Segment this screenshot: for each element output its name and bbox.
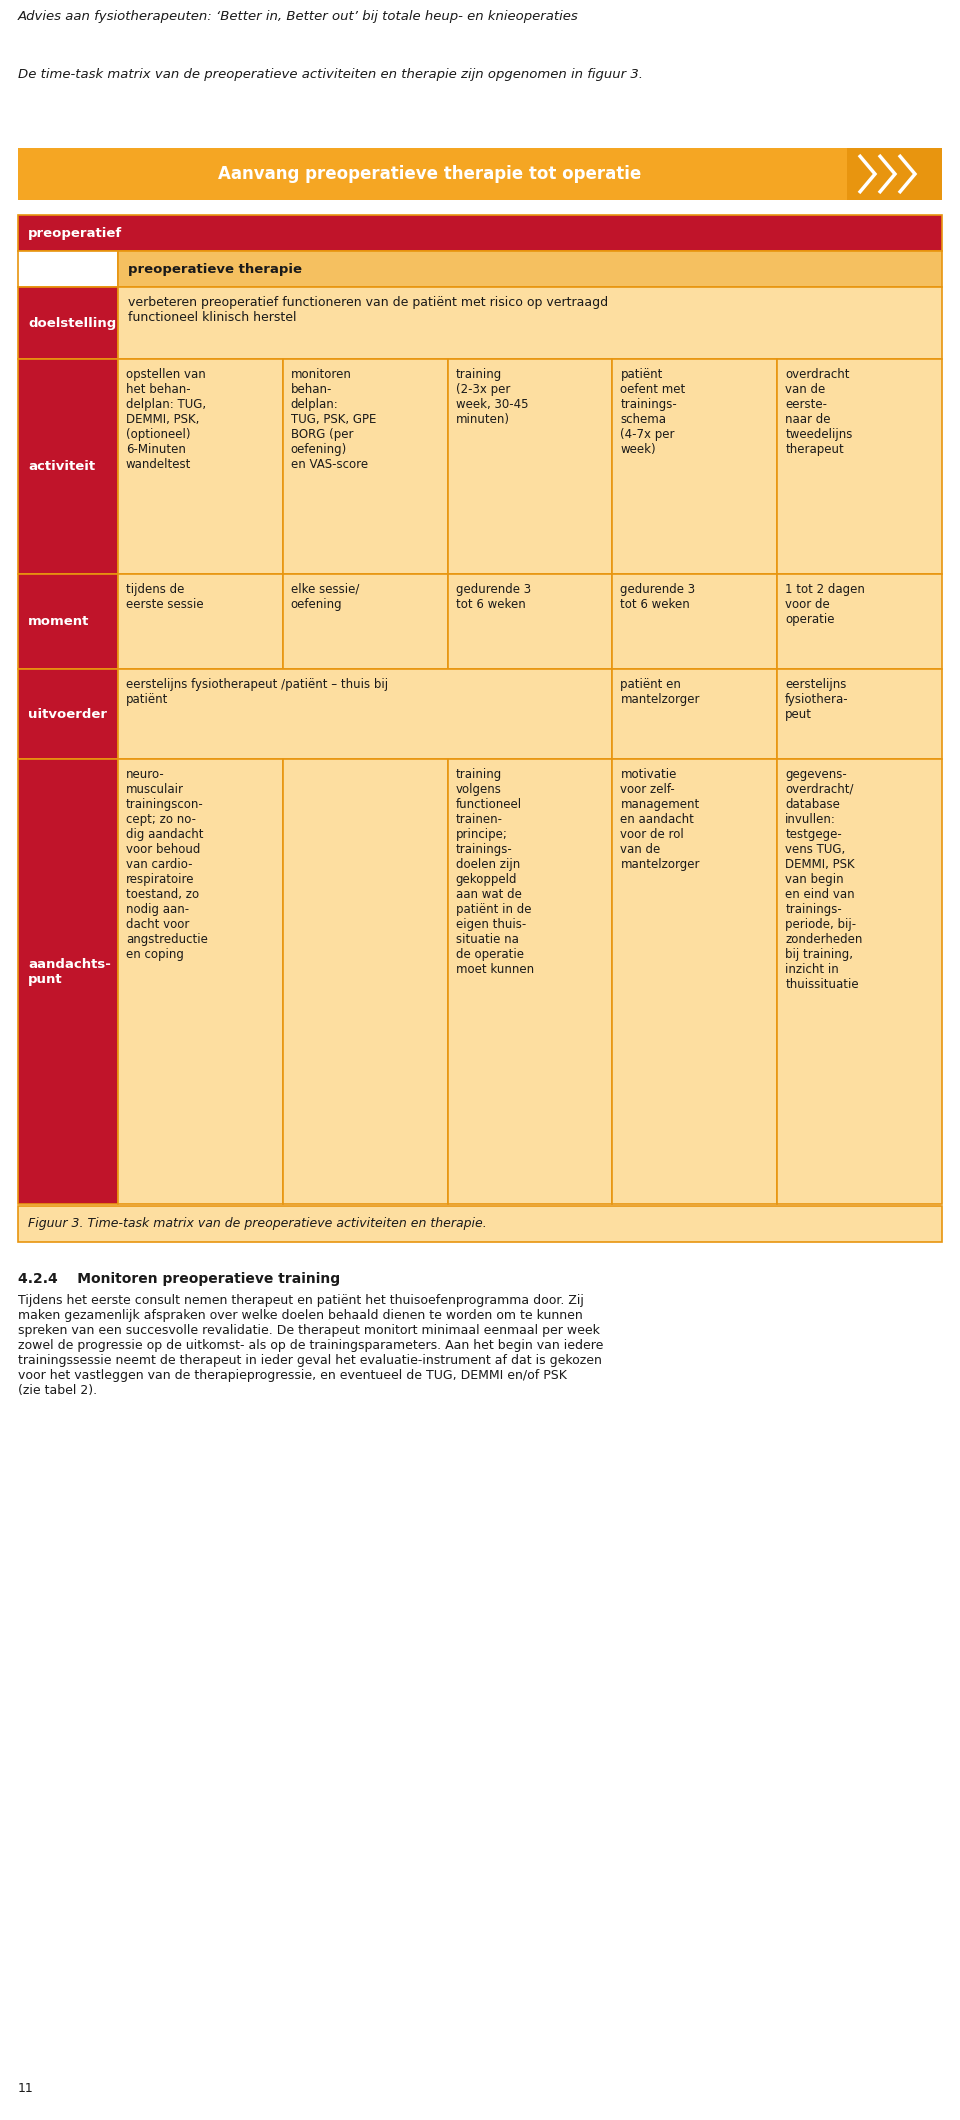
Bar bbox=[18, 250, 118, 286]
Text: tijdens de
eerste sessie: tijdens de eerste sessie bbox=[126, 583, 204, 611]
Text: preoperatieve therapie: preoperatieve therapie bbox=[128, 263, 302, 276]
Bar bbox=[118, 575, 283, 670]
Text: preoperatief: preoperatief bbox=[28, 227, 122, 240]
Text: gedurende 3
tot 6 weken: gedurende 3 tot 6 weken bbox=[456, 583, 531, 611]
Bar bbox=[447, 358, 612, 575]
Bar bbox=[18, 1206, 942, 1242]
Text: 1 tot 2 dagen
voor de
operatie: 1 tot 2 dagen voor de operatie bbox=[785, 583, 865, 625]
Bar bbox=[18, 670, 118, 759]
Bar bbox=[118, 358, 283, 575]
Bar bbox=[283, 358, 447, 575]
Text: patiënt en
mantelzorger: patiënt en mantelzorger bbox=[620, 678, 700, 706]
Text: 11: 11 bbox=[18, 2082, 34, 2095]
Text: patiënt
oefent met
trainings-
schema
(4-7x per
week): patiënt oefent met trainings- schema (4-… bbox=[620, 369, 685, 456]
Polygon shape bbox=[897, 148, 942, 199]
Text: uitvoerder: uitvoerder bbox=[28, 708, 107, 721]
Text: moment: moment bbox=[28, 615, 89, 628]
Bar bbox=[612, 670, 778, 759]
Text: eerstelijns fysiotherapeut /patiënt – thuis bij
patiënt: eerstelijns fysiotherapeut /patiënt – th… bbox=[126, 678, 388, 706]
Bar bbox=[283, 759, 447, 1204]
Text: verbeteren preoperatief functioneren van de patiënt met risico op vertraagd
func: verbeteren preoperatief functioneren van… bbox=[128, 297, 608, 324]
Polygon shape bbox=[897, 148, 942, 199]
Bar bbox=[612, 575, 778, 670]
Bar bbox=[897, 148, 942, 199]
Text: eerstelijns
fysiothera-
peut: eerstelijns fysiothera- peut bbox=[785, 678, 849, 721]
Text: Advies aan fysiotherapeuten: ‘Better in, Better out’ bij totale heup- en knieope: Advies aan fysiotherapeuten: ‘Better in,… bbox=[18, 11, 579, 23]
Text: 4.2.4    Monitoren preoperatieve training: 4.2.4 Monitoren preoperatieve training bbox=[18, 1272, 340, 1287]
Bar bbox=[847, 148, 897, 199]
Text: motivatie
voor zelf-
management
en aandacht
voor de rol
van de
mantelzorger: motivatie voor zelf- management en aanda… bbox=[620, 767, 700, 871]
Bar bbox=[118, 759, 283, 1204]
Text: Aanvang preoperatieve therapie tot operatie: Aanvang preoperatieve therapie tot opera… bbox=[218, 165, 641, 182]
Bar bbox=[118, 670, 612, 759]
Text: gedurende 3
tot 6 weken: gedurende 3 tot 6 weken bbox=[620, 583, 696, 611]
Bar bbox=[778, 358, 942, 575]
Bar bbox=[18, 358, 118, 575]
Bar bbox=[118, 250, 942, 286]
Text: elke sessie/
oefening: elke sessie/ oefening bbox=[291, 583, 359, 611]
Bar bbox=[612, 358, 778, 575]
Text: overdracht
van de
eerste-
naar de
tweedelijns
therapeut: overdracht van de eerste- naar de tweede… bbox=[785, 369, 852, 456]
Text: opstellen van
het behan-
delplan: TUG,
DEMMI, PSK,
(optioneel)
6-Minuten
wandelt: opstellen van het behan- delplan: TUG, D… bbox=[126, 369, 206, 471]
Text: monitoren
behan-
delplan:
TUG, PSK, GPE
BORG (per
oefening)
en VAS-score: monitoren behan- delplan: TUG, PSK, GPE … bbox=[291, 369, 376, 471]
Bar bbox=[612, 759, 778, 1204]
Bar bbox=[778, 759, 942, 1204]
Text: De time-task matrix van de preoperatieve activiteiten en therapie zijn opgenomen: De time-task matrix van de preoperatieve… bbox=[18, 68, 643, 81]
Text: doelstelling: doelstelling bbox=[28, 316, 116, 329]
Bar bbox=[18, 148, 897, 199]
Bar bbox=[18, 214, 942, 250]
Text: neuro-
musculair
trainingscon-
cept; zo no-
dig aandacht
voor behoud
van cardio-: neuro- musculair trainingscon- cept; zo … bbox=[126, 767, 208, 960]
Bar bbox=[447, 575, 612, 670]
Text: training
volgens
functioneel
trainen-
principe;
trainings-
doelen zijn
gekoppeld: training volgens functioneel trainen- pr… bbox=[456, 767, 534, 975]
Text: gegevens-
overdracht/
database
invullen:
testgege-
vens TUG,
DEMMI, PSK
van begi: gegevens- overdracht/ database invullen:… bbox=[785, 767, 863, 990]
Bar bbox=[18, 575, 118, 670]
Text: activiteit: activiteit bbox=[28, 460, 95, 473]
Bar bbox=[778, 575, 942, 670]
Bar bbox=[18, 286, 118, 358]
Text: aandachts-
punt: aandachts- punt bbox=[28, 958, 110, 986]
Text: Figuur 3. Time-task matrix van de preoperatieve activiteiten en therapie.: Figuur 3. Time-task matrix van de preope… bbox=[28, 1217, 487, 1230]
Text: training
(2-3x per
week, 30-45
minuten): training (2-3x per week, 30-45 minuten) bbox=[456, 369, 528, 426]
Bar bbox=[283, 575, 447, 670]
Bar bbox=[18, 759, 118, 1204]
Bar bbox=[778, 670, 942, 759]
Text: Tijdens het eerste consult nemen therapeut en patiënt het thuisoefenprogramma do: Tijdens het eerste consult nemen therape… bbox=[18, 1293, 604, 1397]
Bar bbox=[118, 286, 942, 358]
Bar bbox=[447, 759, 612, 1204]
